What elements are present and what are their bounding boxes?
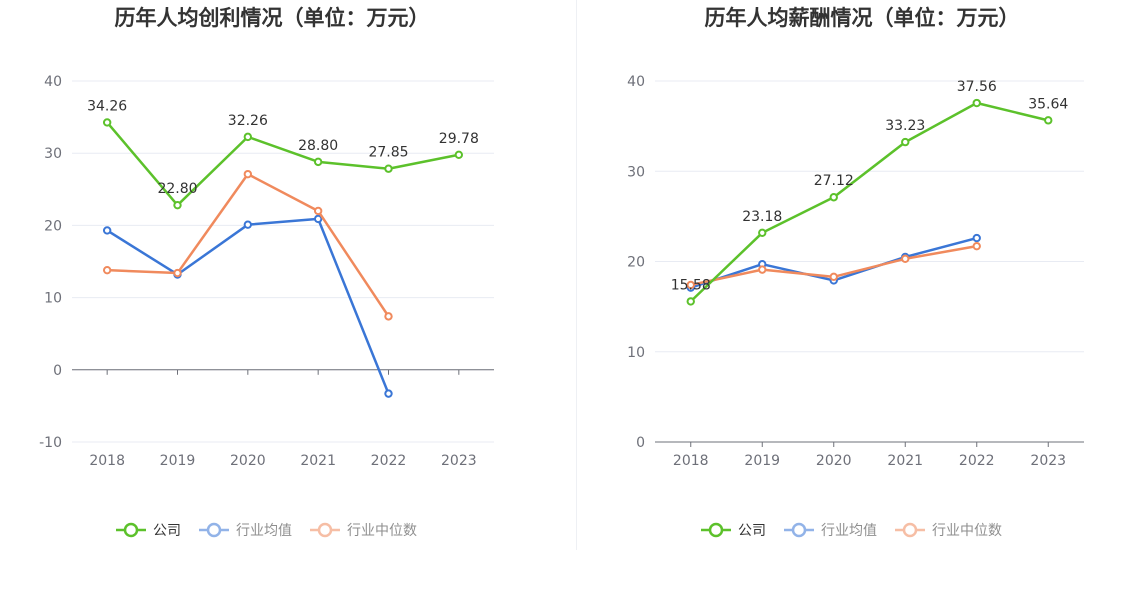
y-tick-label: 0 bbox=[53, 363, 62, 379]
x-tick-label: 2019 bbox=[160, 453, 196, 469]
data-point[interactable] bbox=[758, 265, 767, 274]
data-label: 29.78 bbox=[439, 131, 479, 147]
data-label: 37.56 bbox=[957, 79, 997, 95]
x-tick-label: 2019 bbox=[744, 453, 780, 469]
data-label: 27.12 bbox=[814, 173, 854, 189]
salary-per-capita-chart-panel: 历年人均薪酬情况（单位：万元） 0 10 20 30 40 2018 2019 2020 2021… bbox=[574, 0, 1148, 589]
profit-per-capita-chart: 历年人均创利情况（单位：万元） -10 0 10 20 30 40 2018 2019 2020 2… bbox=[39, 6, 494, 539]
data-point[interactable] bbox=[972, 98, 981, 108]
y-tick-label: 0 bbox=[636, 435, 645, 451]
data-label: 35.64 bbox=[1028, 96, 1068, 112]
data-label: 23.18 bbox=[742, 209, 782, 225]
legend-marker bbox=[317, 522, 333, 538]
legend-marker bbox=[206, 522, 222, 538]
data-point[interactable] bbox=[1044, 116, 1053, 125]
data-point[interactable] bbox=[686, 280, 695, 290]
data-label: 34.26 bbox=[87, 98, 127, 114]
chart-title: 历年人均薪酬情况（单位：万元） bbox=[705, 6, 1020, 30]
data-point[interactable] bbox=[102, 226, 112, 235]
x-tick-label: 2023 bbox=[441, 453, 477, 469]
legend-label: 公司 bbox=[738, 523, 766, 539]
series-line-company bbox=[689, 101, 1049, 303]
legend-marker bbox=[708, 522, 724, 538]
data-point[interactable] bbox=[829, 193, 838, 202]
x-tick-label: 2023 bbox=[1030, 453, 1066, 469]
data-point[interactable] bbox=[384, 312, 393, 321]
x-tick-label: 2020 bbox=[230, 453, 266, 469]
y-tick-label: 30 bbox=[627, 164, 645, 180]
y-tick-label: -10 bbox=[39, 435, 62, 451]
data-label: 27.85 bbox=[368, 145, 408, 161]
x-tick-label: 2021 bbox=[887, 453, 923, 469]
data-point[interactable] bbox=[313, 157, 323, 167]
y-tick-label: 20 bbox=[627, 255, 645, 271]
data-point[interactable] bbox=[313, 214, 323, 224]
data-label: 33.23 bbox=[885, 118, 925, 134]
x-tick-label: 2021 bbox=[300, 453, 336, 469]
data-point[interactable] bbox=[243, 220, 253, 229]
y-tick-label: 10 bbox=[627, 345, 645, 361]
y-tick-label: 40 bbox=[44, 74, 62, 90]
data-point[interactable] bbox=[102, 265, 112, 275]
legend-label: 行业均值 bbox=[821, 523, 877, 539]
x-tick-label: 2018 bbox=[673, 453, 709, 469]
legend-label: 公司 bbox=[153, 523, 181, 539]
data-point[interactable] bbox=[901, 254, 910, 263]
data-point[interactable] bbox=[972, 233, 981, 243]
data-point[interactable] bbox=[243, 169, 253, 179]
data-point[interactable] bbox=[384, 164, 393, 173]
data-label: 28.80 bbox=[298, 138, 338, 154]
data-point[interactable] bbox=[758, 228, 767, 238]
data-point[interactable] bbox=[313, 206, 323, 216]
chart-title: 历年人均创利情况（单位：万元） bbox=[115, 6, 430, 30]
legend-item-industry_avg[interactable]: 行业均值 bbox=[784, 522, 877, 539]
data-point[interactable] bbox=[454, 150, 464, 159]
data-point[interactable] bbox=[173, 268, 182, 278]
data-label: 15.58 bbox=[671, 277, 711, 293]
series-line-industry_avg bbox=[106, 217, 390, 395]
data-label: 32.26 bbox=[228, 113, 268, 129]
x-tick-label: 2022 bbox=[371, 453, 407, 469]
legend-label: 行业中位数 bbox=[932, 523, 1002, 539]
profit-per-capita-chart-panel: 历年人均创利情况（单位：万元） -10 0 10 20 30 40 2018 2019 2020 2… bbox=[39, 6, 494, 539]
legend-item-industry_median[interactable]: 行业中位数 bbox=[310, 522, 417, 539]
data-point[interactable] bbox=[972, 241, 981, 251]
data-point[interactable] bbox=[686, 297, 695, 306]
data-point[interactable] bbox=[901, 137, 910, 147]
x-tick-label: 2020 bbox=[816, 453, 852, 469]
y-tick-label: 10 bbox=[44, 291, 62, 307]
legend-marker bbox=[902, 522, 918, 538]
series-line-industry_median bbox=[107, 172, 390, 318]
data-point[interactable] bbox=[384, 389, 393, 398]
legend-item-company[interactable]: 公司 bbox=[701, 522, 766, 539]
y-tick-label: 30 bbox=[44, 146, 62, 162]
y-tick-label: 40 bbox=[627, 74, 645, 90]
salary-per-capita-chart: 历年人均薪酬情况（单位：万元） 0 10 20 30 40 2018 2019 2020 2021… bbox=[627, 6, 1084, 539]
data-point[interactable] bbox=[829, 272, 838, 282]
legend-label: 行业中位数 bbox=[347, 523, 417, 539]
x-tick-label: 2022 bbox=[959, 453, 995, 469]
data-point[interactable] bbox=[173, 200, 182, 210]
legend-marker bbox=[123, 522, 139, 538]
y-tick-label: 20 bbox=[44, 218, 62, 234]
data-point[interactable] bbox=[243, 132, 253, 142]
data-point[interactable] bbox=[102, 118, 112, 127]
data-label: 22.80 bbox=[157, 181, 197, 197]
legend-item-industry_avg[interactable]: 行业均值 bbox=[199, 522, 292, 539]
panel-divider bbox=[576, 0, 577, 550]
x-tick-label: 2018 bbox=[89, 453, 125, 469]
legend-marker bbox=[791, 522, 807, 538]
legend-item-industry_median[interactable]: 行业中位数 bbox=[895, 522, 1002, 539]
legend-label: 行业均值 bbox=[236, 523, 292, 539]
series-line-company bbox=[106, 121, 460, 207]
legend-item-company[interactable]: 公司 bbox=[116, 522, 181, 539]
